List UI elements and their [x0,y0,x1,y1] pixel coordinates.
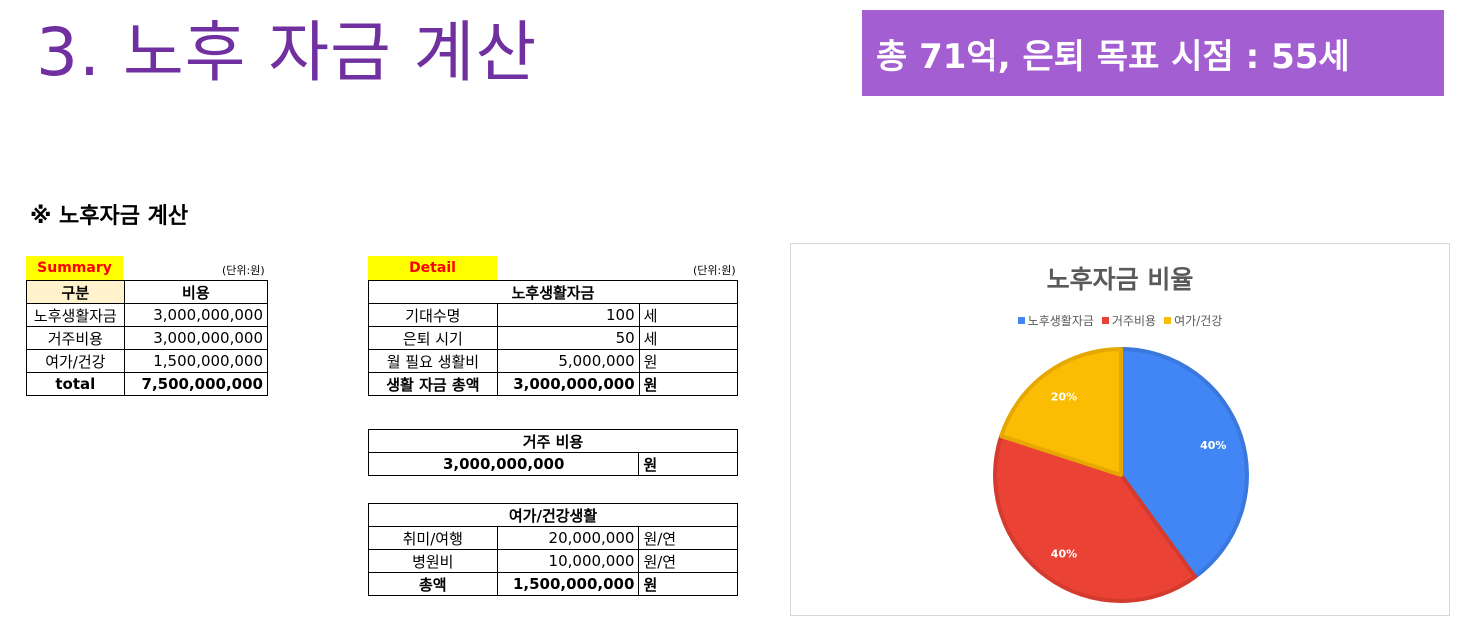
detail-total-label: 총액 [368,572,498,596]
legend-item: 노후생활자금 [1017,312,1094,329]
detail-value: 10,000,000 [496,549,640,573]
chart-legend: 노후생활자금 거주비용 여가/건강 [791,312,1449,329]
table-row: 기대수명 100 세 [368,303,739,327]
detail-label: 월 필요 생활비 [368,349,498,373]
table-row: 은퇴 시기 50 세 [368,326,739,350]
legend-label: 노후생활자금 [1027,314,1094,328]
summary-label: 노후생활자금 [26,303,125,327]
summary-table: 구분 비용 노후생활자금 3,000,000,000 거주비용 3,000,00… [26,280,269,396]
detail-tag: Detail [368,256,497,280]
table-row: 거주비용 3,000,000,000 [26,326,269,350]
detail-value: 50 [496,326,640,350]
legend-swatch-2 [1164,317,1172,324]
pie-slice-label: 40% [1200,439,1226,452]
detail-value: 100 [496,303,640,327]
summary-unit-label: (단위:원) [222,264,265,277]
detail-unit: 세 [638,326,739,350]
detail-total-label: 생활 자금 총액 [368,372,498,396]
detail-unit: 원 [638,572,738,596]
detail-value: 5,000,000 [496,349,640,373]
detail-unit: 원 [638,349,739,373]
legend-item: 여가/건강 [1164,312,1222,329]
detail-unit: 원/연 [638,549,738,573]
summary-header-row: 구분 비용 [26,280,269,304]
summary-total-row: total 7,500,000,000 [26,372,269,396]
chart-title: 노후자금 비율 [1046,265,1194,294]
detail-label: 은퇴 시기 [368,326,498,350]
living-expenses-table: 노후생활자금 기대수명 100 세 은퇴 시기 50 세 월 필요 생활비 5,… [368,280,739,396]
legend-item: 거주비용 [1101,312,1157,329]
summary-header-category: 구분 [26,280,125,304]
table-row: 여가/건강 1,500,000,000 [26,349,269,373]
table-row: 노후생활자금 3,000,000,000 [26,303,269,327]
summary-header-cost: 비용 [123,280,269,304]
table-row: 병원비 10,000,000 원/연 [368,549,738,573]
table-row: 총액 1,500,000,000 원 [368,572,738,596]
summary-label: 여가/건강 [26,349,125,373]
housing-title: 거주 비용 [368,429,738,453]
legend-swatch-1 [1101,317,1109,324]
summary-total-label: total [26,372,125,396]
section-title: ※ 노후자금 계산 [30,204,189,229]
detail-label: 병원비 [368,549,498,573]
page-title: 3. 노후 자금 계산 [36,14,538,91]
pie-slice [999,347,1123,477]
leisure-health-table: 여가/건강생활 취미/여행 20,000,000 원/연 병원비 10,000,… [368,503,738,596]
housing-unit: 원 [638,452,738,476]
detail-value: 20,000,000 [496,526,640,550]
pie-svg: 40% 40% 20% [993,347,1249,603]
table-row: 3,000,000,000 원 [367,452,738,476]
pie-chart: 노후자금 비율 노후생활자금 거주비용 여가/건강 40% 40% 20% [790,243,1450,616]
leisure-health-title: 여가/건강생활 [368,503,738,527]
table-row: 생활 자금 총액 3,000,000,000 원 [368,372,739,396]
detail-total-value: 3,000,000,000 [496,372,640,396]
legend-label: 여가/건강 [1174,314,1223,328]
summary-label: 거주비용 [26,326,125,350]
detail-total-value: 1,500,000,000 [496,572,640,596]
living-expenses-title: 노후생활자금 [368,280,738,304]
summary-value: 3,000,000,000 [123,326,269,350]
summary-tag: Summary [26,256,123,280]
legend-label: 거주비용 [1111,314,1157,328]
detail-unit-label: (단위:원) [693,264,736,277]
detail-label: 기대수명 [368,303,498,327]
pie-slice [993,434,1198,603]
summary-value: 1,500,000,000 [123,349,269,373]
detail-label: 취미/여행 [368,526,498,550]
detail-unit: 원 [638,372,739,396]
summary-banner: 총 71억, 은퇴 목표 시점 : 55세 [862,10,1444,96]
pie-slice-label: 20% [1051,391,1077,404]
table-row: 월 필요 생활비 5,000,000 원 [368,349,739,373]
housing-table: 거주 비용 3,000,000,000 원 [367,429,738,476]
housing-value: 3,000,000,000 [367,452,640,476]
summary-value: 3,000,000,000 [123,303,269,327]
pie-slice-label: 40% [1051,547,1077,560]
table-row: 취미/여행 20,000,000 원/연 [368,526,738,550]
detail-unit: 세 [638,303,739,327]
legend-swatch-0 [1017,317,1025,324]
detail-unit: 원/연 [638,526,738,550]
pie-slice [1119,347,1249,579]
summary-total-value: 7,500,000,000 [123,372,269,396]
